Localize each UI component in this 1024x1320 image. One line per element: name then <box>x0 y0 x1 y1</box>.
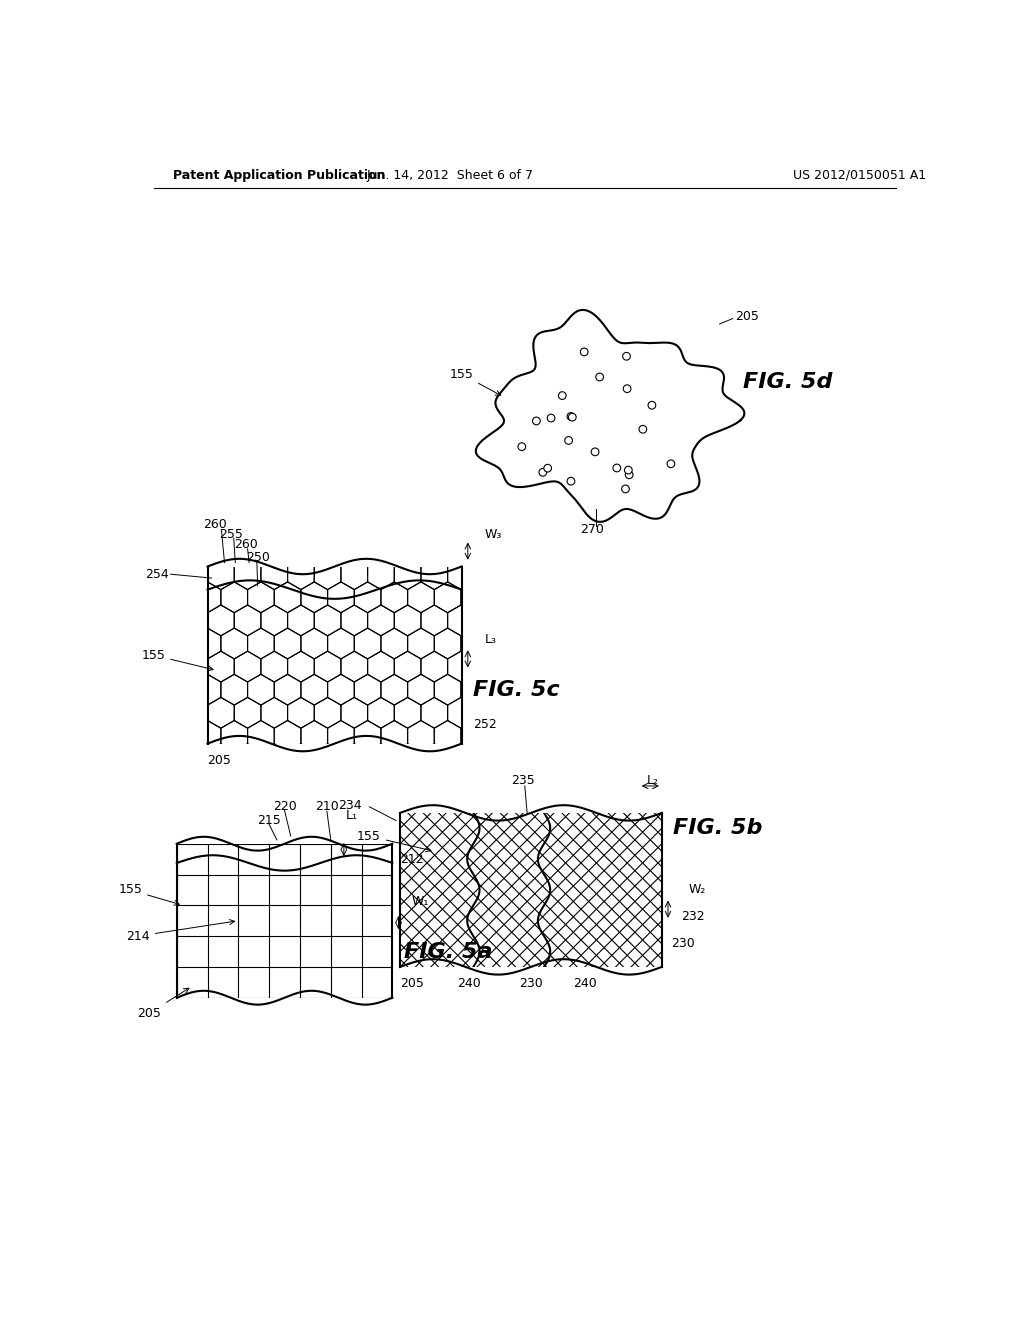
Circle shape <box>625 466 632 474</box>
Text: US 2012/0150051 A1: US 2012/0150051 A1 <box>793 169 926 182</box>
Circle shape <box>648 401 655 409</box>
Text: 240: 240 <box>458 977 481 990</box>
Circle shape <box>567 478 574 484</box>
Text: 212: 212 <box>400 853 424 866</box>
Text: 155: 155 <box>357 829 431 851</box>
Text: 252: 252 <box>473 718 497 731</box>
Text: 214: 214 <box>126 920 234 942</box>
Text: FIG. 5a: FIG. 5a <box>403 941 493 961</box>
Text: 230: 230 <box>671 937 695 950</box>
Text: Patent Application Publication: Patent Application Publication <box>173 169 385 182</box>
Circle shape <box>626 471 633 479</box>
Circle shape <box>591 447 599 455</box>
Circle shape <box>558 392 566 400</box>
Text: 234: 234 <box>338 799 361 812</box>
Text: 235: 235 <box>511 774 536 787</box>
Circle shape <box>565 437 572 445</box>
Circle shape <box>568 413 577 421</box>
Text: 155: 155 <box>450 367 501 395</box>
Circle shape <box>581 348 588 356</box>
Text: FIG. 5b: FIG. 5b <box>674 818 763 838</box>
Text: 220: 220 <box>272 800 296 813</box>
Circle shape <box>539 469 547 477</box>
Circle shape <box>667 459 675 467</box>
Circle shape <box>622 484 630 492</box>
Text: 155: 155 <box>118 883 179 906</box>
Circle shape <box>518 442 525 450</box>
Circle shape <box>623 352 631 360</box>
Circle shape <box>639 425 647 433</box>
Text: 240: 240 <box>573 977 597 990</box>
Text: 260: 260 <box>204 517 227 531</box>
Text: 250: 250 <box>246 550 269 564</box>
Circle shape <box>624 385 631 392</box>
Text: 205: 205 <box>207 754 231 767</box>
Text: 255: 255 <box>219 528 243 541</box>
Text: 254: 254 <box>145 568 169 581</box>
Text: FIG. 5d: FIG. 5d <box>742 372 833 392</box>
Text: 232: 232 <box>681 911 705 924</box>
Circle shape <box>547 414 555 422</box>
Circle shape <box>544 465 552 473</box>
Text: L₃: L₃ <box>484 634 497 647</box>
Text: 215: 215 <box>257 814 281 828</box>
Text: L₂: L₂ <box>646 774 658 787</box>
Text: W₃: W₃ <box>484 528 502 541</box>
Text: 155: 155 <box>141 648 213 671</box>
Text: W₂: W₂ <box>689 883 707 896</box>
Text: 230: 230 <box>519 977 543 990</box>
Text: 260: 260 <box>234 539 258 552</box>
Text: L₁: L₁ <box>346 809 358 822</box>
Bar <box>400 813 662 966</box>
Circle shape <box>596 374 603 381</box>
Text: W₁: W₁ <box>412 895 429 908</box>
Circle shape <box>532 417 541 425</box>
Circle shape <box>567 413 574 420</box>
Text: 205: 205 <box>399 977 424 990</box>
Text: 205: 205 <box>735 310 759 323</box>
Text: FIG. 5c: FIG. 5c <box>473 680 560 700</box>
Text: Jun. 14, 2012  Sheet 6 of 7: Jun. 14, 2012 Sheet 6 of 7 <box>367 169 534 182</box>
Text: 270: 270 <box>581 523 604 536</box>
Circle shape <box>613 465 621 471</box>
Text: 205: 205 <box>137 989 188 1019</box>
Text: 210: 210 <box>315 800 339 813</box>
